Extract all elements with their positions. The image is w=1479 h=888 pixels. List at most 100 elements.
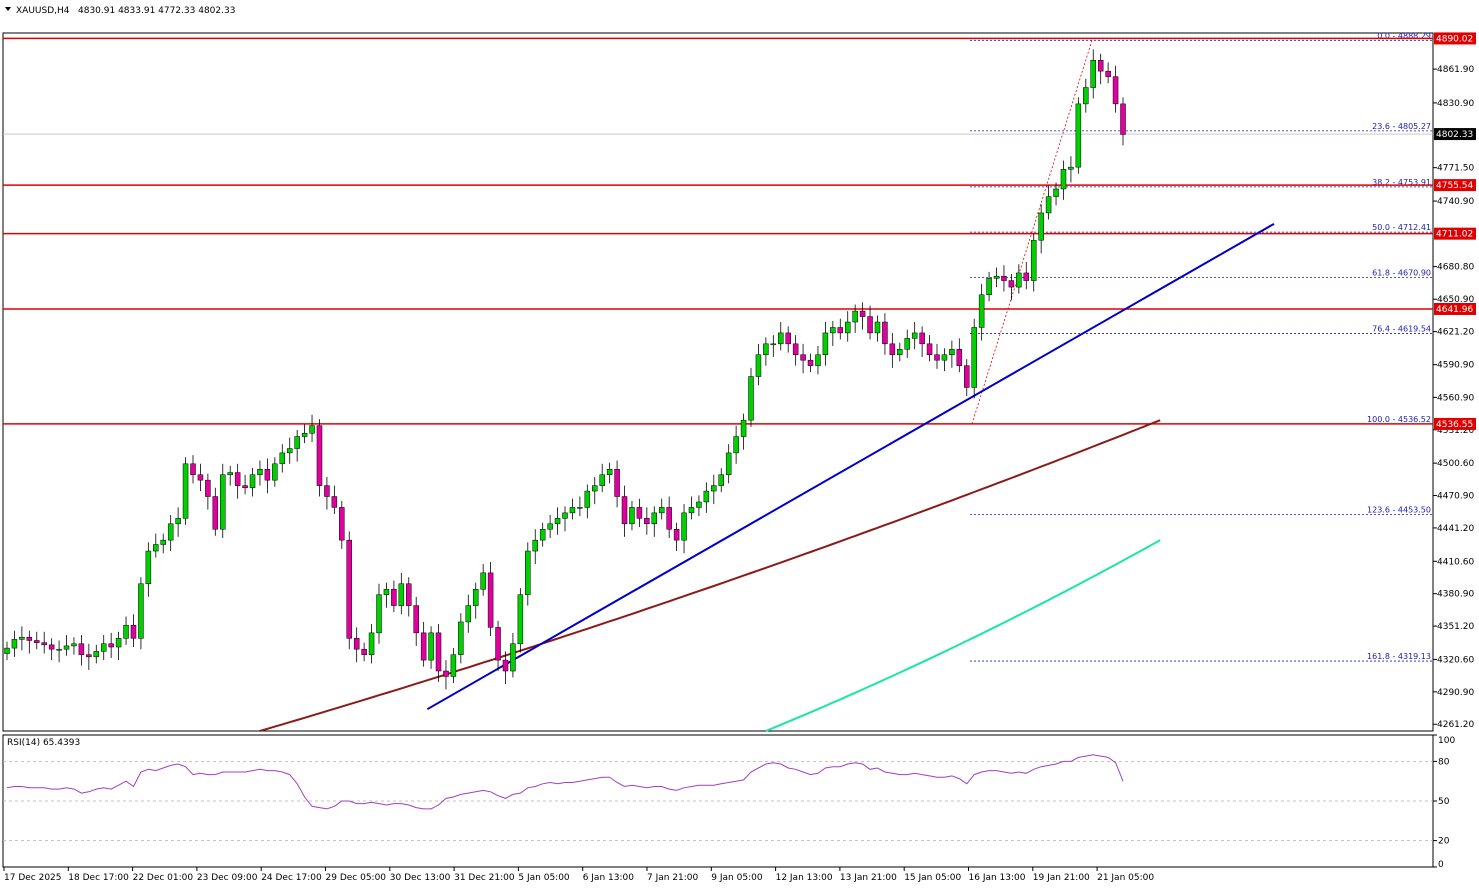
candle-body [391,588,397,606]
candle-body [1038,212,1044,241]
time-tick-label: 21 Jan 05:00 [1097,873,1154,883]
candle-body [763,343,769,355]
candle-body [368,632,375,655]
candle-body [93,651,100,658]
support-lines-layer [3,37,1433,425]
symbol-dropdown-icon[interactable] [5,7,11,11]
time-tick-label: 7 Jan 21:00 [647,873,699,883]
candle-body [941,354,948,361]
trend-line-layer [426,222,1275,711]
candle-body [160,539,166,545]
time-tick-label: 31 Dec 21:00 [454,873,515,883]
symbol-label: XAUUSD,H4 [16,6,70,16]
candle-body [123,624,129,639]
rsi-tick-label: 100 [1438,736,1455,746]
candle-body [852,310,858,323]
rsi-line [6,754,1124,810]
candle-body [562,512,568,519]
candle-body [725,452,732,475]
candle-body [346,539,352,639]
price-tag-label: 4641.96 [1436,305,1473,315]
candle-body [815,354,821,366]
fib-level-label: 76.4 - 4619.54 [1372,324,1431,333]
slow-moving-average [259,419,1161,732]
time-axis[interactable]: 17 Dec 2025 18 Dec 17:00 22 Dec 01:00 23 De… [3,867,1154,883]
candle-body [711,485,717,492]
time-tick-label: 12 Jan 13:00 [776,873,833,883]
candle-body [309,425,315,434]
price-tag-box [1434,179,1476,192]
candle-body [264,469,271,481]
candle-body [182,463,189,519]
candle-body [272,463,278,481]
candle-body [220,474,226,530]
rsi-label: RSI(14) 65.4393 [7,738,80,748]
candle-body [532,539,538,552]
rsi-layer: 100 80 50 20 0 [3,734,1455,870]
candle-body [324,485,330,497]
rsi-tick-label: 50 [1438,797,1450,807]
candle-body [413,605,419,634]
candle-body [748,376,754,421]
candle-body [257,469,263,475]
candle-body [1105,70,1111,77]
price-tag-box [1434,302,1476,315]
candle-body [740,419,747,437]
candle-body [621,496,628,525]
candle-body [167,523,174,541]
candle-body [1097,60,1104,72]
time-tick-label: 5 Jan 05:00 [518,873,570,883]
candle-body [636,507,643,519]
candle-body [383,588,390,595]
time-tick-label: 15 Jan 05:00 [904,873,961,883]
price-tick-label: 4560.90 [1437,393,1474,403]
price-tag-label: 4711.02 [1436,230,1473,240]
price-tick-label: 4531.20 [1437,426,1474,436]
candle-body [904,338,910,350]
candle-body [1060,169,1067,190]
candle-body [889,343,896,355]
candle-body [100,643,107,652]
candle-body [294,436,300,449]
candle-body [353,638,360,650]
candle-body [1090,60,1096,88]
candle-body [316,425,323,486]
price-tag-label: 4755.54 [1436,181,1473,191]
price-axis[interactable]: 4861.90 4830.90 4771.50 4740.90 4680.80 4650.… [1433,65,1474,730]
candle-body [867,316,873,334]
rsi-tick-label: 80 [1438,757,1450,767]
time-tick-label: 17 Dec 2025 [4,873,62,883]
candle-body [882,321,888,345]
time-tick-label: 13 Jan 21:00 [840,873,897,883]
candle-body [830,327,836,334]
candle-body [1045,196,1052,214]
candle-body [190,463,196,475]
candle-body [249,474,256,489]
price-tick-label: 4351.20 [1437,622,1474,632]
candle-body [1053,188,1059,197]
candle-body [26,636,33,641]
candle-body [651,512,658,525]
fib-level-label: 50.0 - 4712.41 [1372,223,1431,232]
ohlc-readout: 4830.91 4833.91 4772.33 4802.33 [78,6,235,16]
candle-body [718,474,724,486]
candle-body [859,310,866,317]
rsi-tick-label: 0 [1438,860,1444,870]
candle-body [800,354,806,361]
price-tag-label: 4536.55 [1436,420,1473,430]
candle-body [138,583,144,639]
price-tick-label: 4500.60 [1437,459,1474,469]
candle-body [487,572,494,628]
fib-level-label: 38.2 - 4753.91 [1372,178,1431,187]
candle-body [63,645,70,650]
candle-body [115,638,122,648]
candle-body [770,343,777,346]
price-tick-label: 4590.90 [1437,361,1474,371]
candle-body [614,469,620,497]
candle-body [279,452,286,465]
candle-body [807,359,814,366]
price-tag-box [1434,128,1476,141]
candle-body [450,654,457,677]
price-tag-box [1434,417,1476,430]
